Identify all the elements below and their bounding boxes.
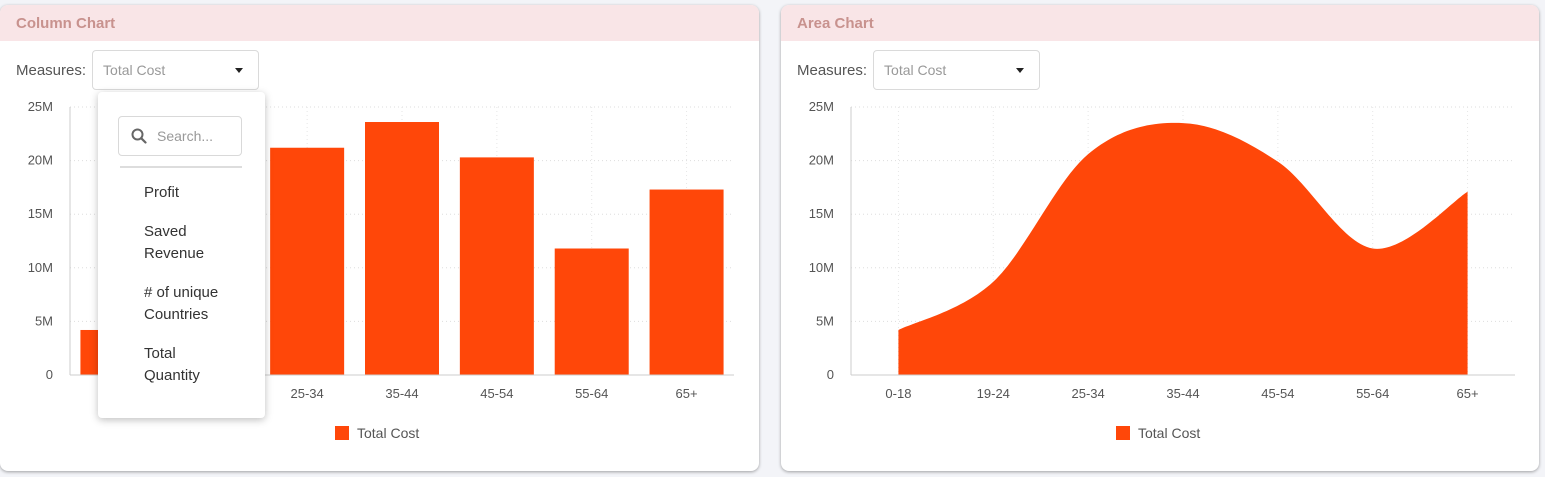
selected-measure: Total Cost — [884, 62, 947, 78]
column-chart-panel: Column Chart Measures: Total Cost 0 5M 10M… — [0, 5, 759, 471]
y-tick-label: 5M — [35, 313, 53, 328]
menu-item-label: Revenue — [144, 245, 205, 262]
area-chart: 0 5M 10M 15M 20M 25M 0-18 19-24 25-34 35-44 45-54 5… — [809, 99, 1515, 441]
search-icon — [131, 128, 147, 144]
y-tick-label: 20M — [809, 153, 834, 168]
x-tick-label: 65+ — [1457, 386, 1479, 401]
measures-label: Measures: — [797, 61, 868, 79]
measures-select[interactable]: Total Cost — [873, 50, 1041, 90]
legend-swatch — [335, 426, 349, 440]
search-placeholder: Search... — [157, 128, 214, 144]
x-tick-label: 0-18 — [885, 386, 911, 401]
x-tick-label: 55-64 — [575, 386, 608, 401]
divider — [120, 166, 242, 168]
x-tick-label: 35-44 — [1166, 386, 1199, 401]
y-tick-label: 10M — [809, 260, 834, 275]
y-tick-label: 10M — [28, 260, 53, 275]
legend-label: Total Cost — [357, 425, 419, 441]
area-chart-panel: Area Chart Measures: Total Cost 0 5M 10M 15… — [781, 5, 1539, 471]
y-tick-label: 15M — [28, 206, 53, 221]
y-tick-label: 20M — [28, 153, 53, 168]
menu-item-total-quantity[interactable]: Total Quantity — [144, 343, 244, 387]
measures-label: Measures: — [16, 61, 87, 79]
menu-item-label: Countries — [144, 306, 209, 323]
y-tick-label: 5M — [816, 313, 834, 328]
y-tick-label: 25M — [809, 99, 834, 114]
legend-label: Total Cost — [1138, 425, 1200, 441]
x-tick-label: 35-44 — [385, 386, 418, 401]
search-input[interactable]: Search... — [118, 116, 242, 156]
measures-dropdown-menu: Search... Profit Saved Revenue # of uniq… — [98, 92, 265, 418]
bar — [554, 248, 629, 375]
x-tick-label: 45-54 — [480, 386, 513, 401]
x-tick-label: 55-64 — [1356, 386, 1389, 401]
measures-select[interactable]: Total Cost — [92, 50, 260, 90]
x-tick-label: 65+ — [676, 386, 698, 401]
menu-item-label: # of unique — [144, 284, 219, 301]
measures-control: Measures: Total Cost — [797, 50, 1041, 90]
panel-title: Area Chart — [781, 5, 1539, 41]
legend-swatch — [1116, 426, 1130, 440]
bar — [649, 189, 724, 375]
caret-down-icon — [235, 68, 244, 73]
x-tick-label: 19-24 — [977, 386, 1010, 401]
x-tick-label: 25-34 — [1072, 386, 1105, 401]
area-series — [898, 122, 1468, 376]
menu-item-label: Total — [144, 345, 176, 362]
menu-item-label: Quantity — [144, 367, 200, 384]
menu-item-profit[interactable]: Profit — [144, 182, 244, 204]
x-tick-label: 25-34 — [291, 386, 324, 401]
y-tick-label: 0 — [827, 367, 834, 382]
x-tick-label: 45-54 — [1261, 386, 1294, 401]
measures-control: Measures: Total Cost — [16, 50, 260, 90]
y-tick-label: 25M — [28, 99, 53, 114]
panel-title: Column Chart — [0, 5, 759, 41]
menu-item-label: Saved — [144, 223, 187, 240]
menu-item-unique-countries[interactable]: # of unique Countries — [144, 282, 244, 326]
bar — [365, 122, 439, 376]
bar — [459, 157, 534, 375]
caret-down-icon — [1016, 68, 1025, 73]
bar — [270, 147, 345, 375]
y-tick-label: 0 — [46, 367, 53, 382]
menu-item-saved-revenue[interactable]: Saved Revenue — [144, 221, 244, 265]
y-tick-label: 15M — [809, 206, 834, 221]
menu-item-label: Profit — [144, 184, 180, 201]
selected-measure: Total Cost — [103, 62, 166, 78]
